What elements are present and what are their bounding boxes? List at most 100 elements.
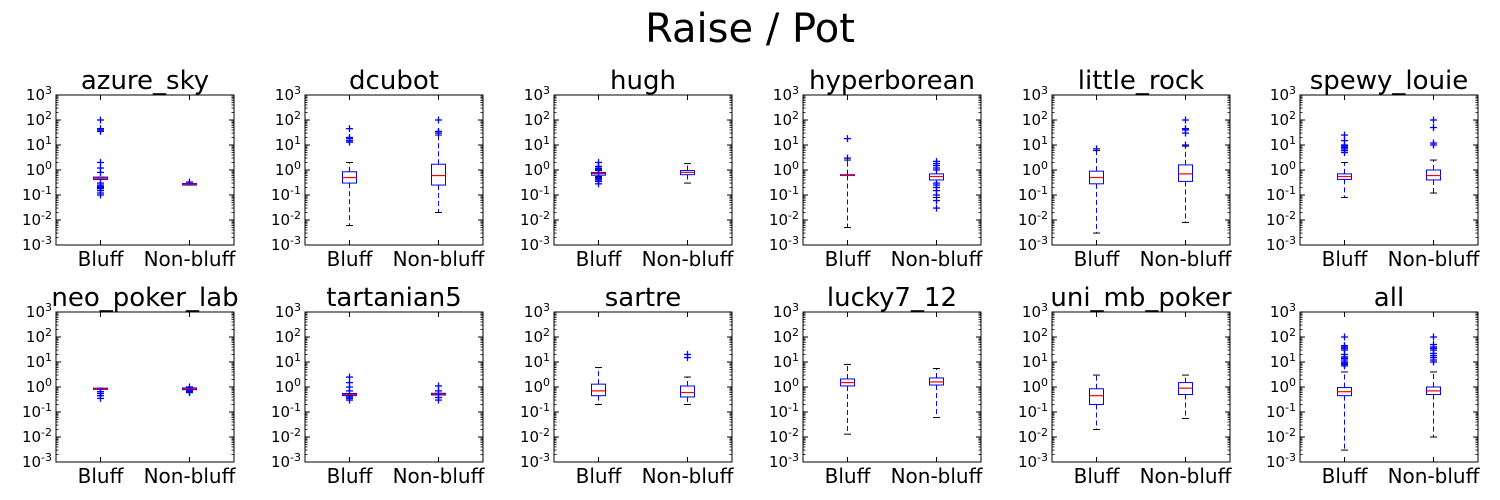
box-non-bluff bbox=[1426, 333, 1441, 438]
panel-neo_poker_lab: neo_poker_lab 10-3 10-2 10-1 100 101 102 103 Blu… bbox=[22, 283, 239, 488]
x-tick-label: Non-bluff bbox=[144, 247, 237, 271]
y-tick-label: 10-1 bbox=[520, 184, 550, 204]
box-bluff bbox=[1089, 374, 1104, 430]
y-tick-label: 102 bbox=[275, 109, 301, 129]
panel-sartre: sartre 10-3 10-2 10-1 100 101 102 103 Bluff Non-b… bbox=[520, 283, 735, 488]
panel-title: azure_sky bbox=[81, 66, 209, 96]
y-tick-label: 10-1 bbox=[1018, 401, 1048, 421]
y-tick-label: 102 bbox=[524, 326, 550, 346]
flier bbox=[435, 116, 442, 124]
y-tick-label: 101 bbox=[26, 351, 52, 371]
box-non-bluff bbox=[182, 383, 197, 397]
y-tick-label: 102 bbox=[1270, 326, 1296, 346]
y-tick-label: 10-2 bbox=[520, 426, 550, 446]
box-non-bluff bbox=[929, 367, 944, 419]
flier bbox=[346, 125, 353, 133]
y-tick-label: 100 bbox=[1022, 376, 1048, 396]
y-tick-label: 10-2 bbox=[520, 209, 550, 229]
panel-hugh: hugh 10-3 10-2 10-1 100 101 102 103 Bluff Non-blu… bbox=[520, 66, 735, 271]
x-tick-label: Non-bluff bbox=[642, 464, 735, 488]
plot-frame bbox=[55, 94, 235, 246]
y-tick-label: 10-3 bbox=[22, 451, 52, 471]
x-tick-label: Non-bluff bbox=[1388, 247, 1481, 271]
plot-frame bbox=[55, 311, 235, 463]
x-tick-label: Bluff bbox=[327, 464, 374, 488]
y-tick-label: 103 bbox=[524, 301, 550, 321]
box-non-bluff bbox=[431, 382, 446, 404]
y-tick-label: 10-3 bbox=[271, 451, 301, 471]
y-tick-label: 102 bbox=[524, 109, 550, 129]
y-tick-label: 102 bbox=[1022, 109, 1048, 129]
box-bluff bbox=[93, 116, 108, 199]
y-tick-label: 10-2 bbox=[271, 426, 301, 446]
plot-frame bbox=[1051, 311, 1231, 463]
y-tick-label: 100 bbox=[1270, 376, 1296, 396]
y-tick-label: 100 bbox=[26, 376, 52, 396]
y-tick-label: 10-1 bbox=[271, 401, 301, 421]
y-tick-label: 10-2 bbox=[769, 209, 799, 229]
y-tick-label: 10-1 bbox=[520, 401, 550, 421]
plot-frame bbox=[802, 94, 982, 246]
plot-frame bbox=[553, 94, 733, 246]
y-tick-label: 10-1 bbox=[1266, 184, 1296, 204]
panel-azure_sky: azure_sky 10-3 10-2 10-1 100 101 102 103 Bluff No… bbox=[22, 66, 237, 271]
y-tick-label: 103 bbox=[26, 84, 52, 104]
flier bbox=[844, 135, 851, 143]
flier bbox=[1182, 125, 1189, 133]
y-tick-label: 10-1 bbox=[769, 184, 799, 204]
flier bbox=[346, 393, 353, 401]
y-tick-label: 10-1 bbox=[22, 401, 52, 421]
flier bbox=[1341, 131, 1348, 139]
panel-title: dcubot bbox=[349, 66, 439, 96]
flier bbox=[186, 178, 193, 186]
flier bbox=[1430, 333, 1437, 341]
panel-title: neo_poker_lab bbox=[51, 283, 238, 313]
x-tick-label: Bluff bbox=[825, 464, 872, 488]
y-tick-label: 100 bbox=[275, 159, 301, 179]
flier bbox=[97, 116, 104, 124]
flier bbox=[435, 382, 442, 390]
box-bluff bbox=[591, 367, 606, 405]
panel-title: sartre bbox=[605, 283, 681, 313]
flier bbox=[1430, 116, 1437, 124]
x-tick-label: Bluff bbox=[1322, 464, 1369, 488]
box-bluff bbox=[840, 363, 855, 435]
flier bbox=[1430, 124, 1437, 132]
x-tick-label: Non-bluff bbox=[891, 247, 984, 271]
box-bluff bbox=[342, 125, 357, 227]
y-tick-label: 10-2 bbox=[1266, 426, 1296, 446]
flier bbox=[595, 174, 602, 182]
y-tick-label: 103 bbox=[275, 84, 301, 104]
y-tick-label: 100 bbox=[26, 159, 52, 179]
panel-title: spewy_louie bbox=[1310, 66, 1469, 96]
y-tick-label: 10-1 bbox=[769, 401, 799, 421]
y-tick-label: 102 bbox=[26, 326, 52, 346]
panel-lucky7_12: lucky7_12 10-3 10-2 10-1 100 101 102 103 Bluff No… bbox=[769, 283, 984, 488]
iqr-box bbox=[680, 385, 695, 398]
y-tick-label: 101 bbox=[524, 134, 550, 154]
x-tick-label: Non-bluff bbox=[891, 464, 984, 488]
y-tick-label: 10-2 bbox=[22, 426, 52, 446]
plot-frame bbox=[1299, 311, 1479, 463]
flier bbox=[186, 383, 193, 391]
box-non-bluff bbox=[1426, 116, 1441, 194]
box-non-bluff bbox=[1178, 116, 1193, 223]
box-non-bluff bbox=[431, 116, 446, 213]
y-tick-label: 10-3 bbox=[769, 451, 799, 471]
box-non-bluff bbox=[680, 163, 695, 184]
y-tick-label: 100 bbox=[1270, 159, 1296, 179]
y-tick-label: 10-1 bbox=[1266, 401, 1296, 421]
y-tick-label: 101 bbox=[773, 134, 799, 154]
plot-frame bbox=[304, 311, 484, 463]
box-non-bluff bbox=[1178, 374, 1193, 419]
flier bbox=[1341, 342, 1348, 350]
x-tick-label: Bluff bbox=[576, 464, 623, 488]
box-bluff bbox=[1337, 333, 1352, 451]
panels: azure_sky 10-3 10-2 10-1 100 101 102 103 Bluff No… bbox=[22, 66, 1481, 488]
plot-frame bbox=[553, 311, 733, 463]
flier bbox=[97, 125, 104, 133]
panel-title: lucky7_12 bbox=[827, 283, 957, 313]
plot-frame bbox=[1299, 94, 1479, 246]
x-tick-label: Bluff bbox=[825, 247, 872, 271]
